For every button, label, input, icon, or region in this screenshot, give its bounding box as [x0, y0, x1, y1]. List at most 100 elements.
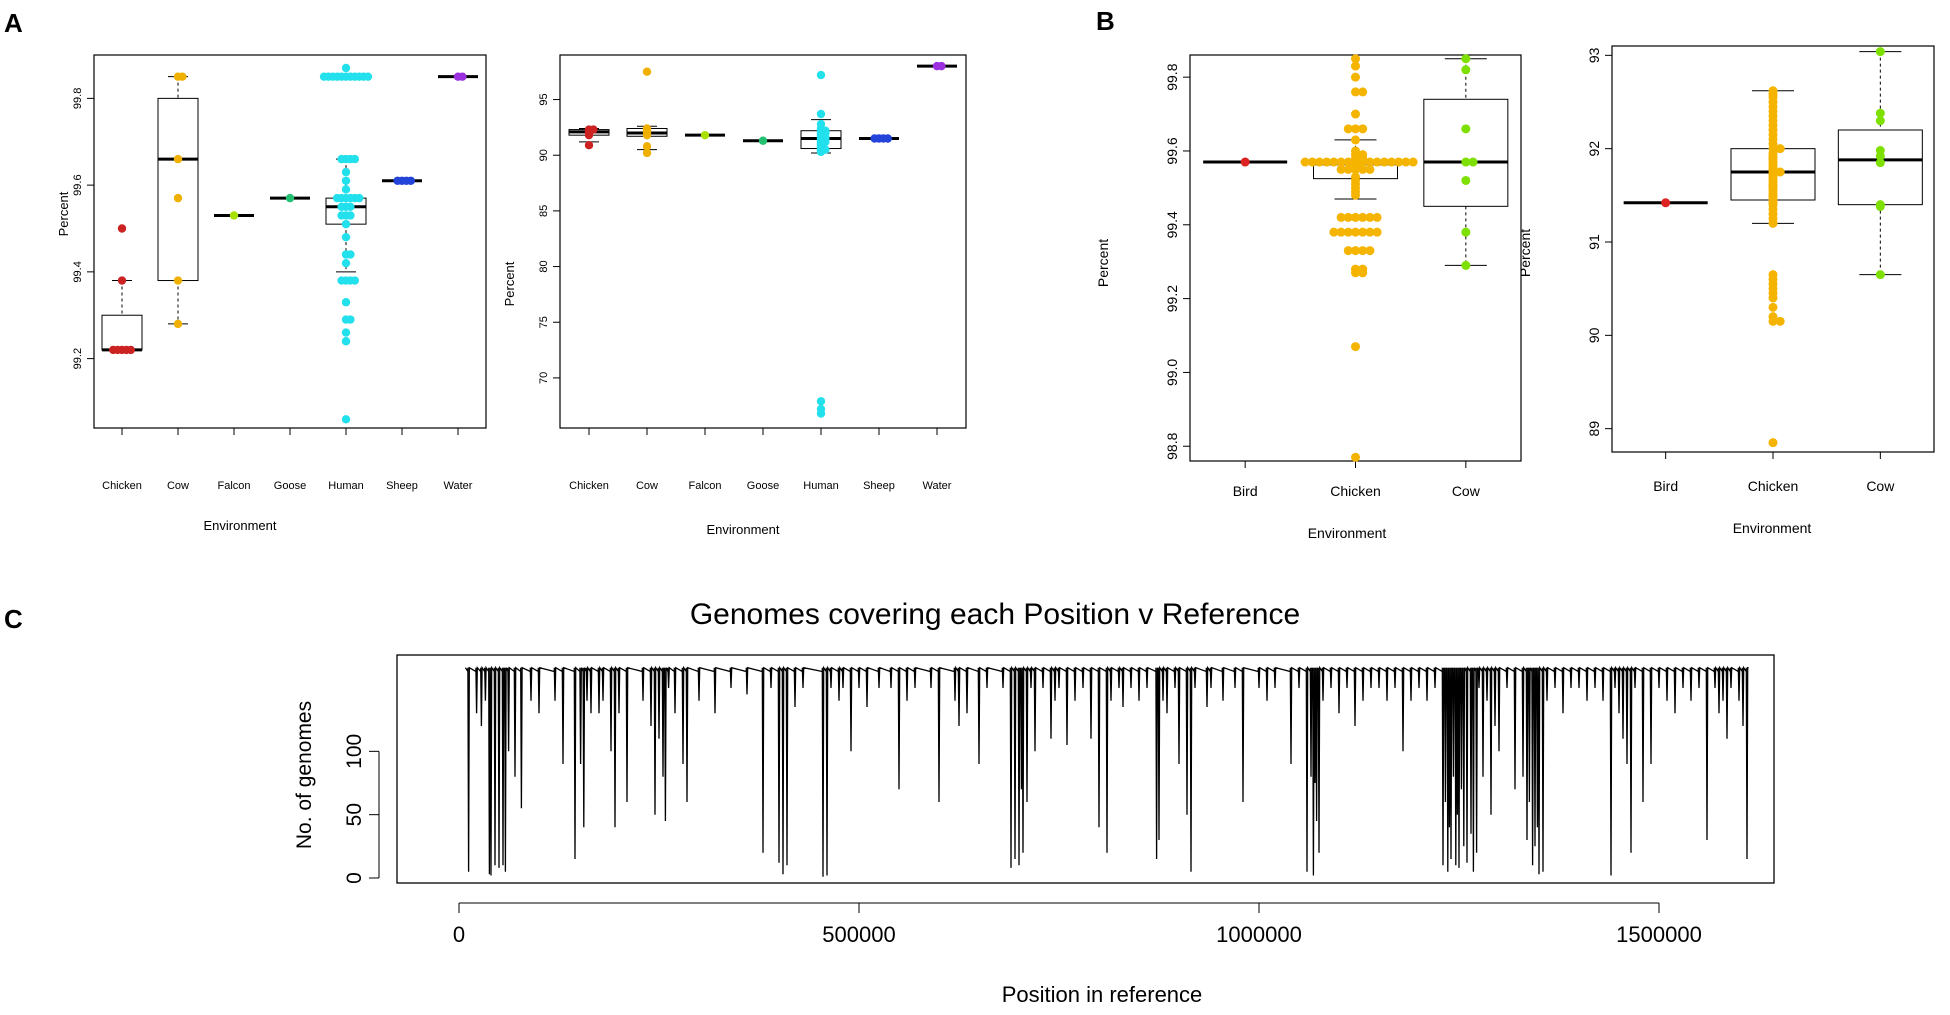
- y-tick-label: 93: [1586, 47, 1602, 63]
- x-axis-label: Position in reference: [1002, 982, 1203, 1007]
- data-point-cow: [1461, 227, 1471, 237]
- data-point-chicken: [1351, 135, 1360, 145]
- x-axis: Chicken Cow Falcon Goose Human Sheep Water: [569, 428, 952, 492]
- data-point-cow: [173, 154, 183, 164]
- plot-frame: [559, 54, 967, 429]
- data-point-chicken: [1387, 157, 1396, 167]
- data-point-chicken: [1343, 157, 1353, 167]
- data-point-human: [816, 109, 826, 119]
- data-point-chicken: [1329, 227, 1339, 237]
- data-point-chicken: [109, 345, 118, 355]
- plot-frame: [396, 654, 1775, 884]
- data-point-bird: [1240, 157, 1250, 167]
- chart-a-percent-complete: 99.2 99.4 99.6 99.8 Percent Chicken Cow Falcon G…: [56, 54, 487, 533]
- data-point-human: [816, 70, 826, 80]
- x-axis-label: Environment: [1308, 525, 1387, 541]
- data-point-human: [319, 72, 329, 81]
- data-point-human: [341, 232, 351, 242]
- data-point-chicken: [1336, 164, 1346, 174]
- data-point-human: [363, 72, 373, 81]
- data-point-chicken: [1768, 316, 1778, 326]
- data-point-chicken: [1351, 87, 1360, 97]
- data-point-chicken: [1315, 157, 1324, 167]
- data-point-chicken: [1351, 190, 1360, 200]
- y-axis-label: Percent: [56, 191, 71, 236]
- data-point-cow: [1461, 260, 1471, 270]
- panel-letters: A B C: [4, 6, 1115, 634]
- x-tick-label: Human: [803, 480, 838, 492]
- panel-letter-c: C: [4, 604, 23, 634]
- x-axis: Chicken Cow Falcon Goose Human Sheep Water: [102, 428, 473, 492]
- data-point-chicken: [1358, 246, 1368, 256]
- data-point-chicken: [1351, 54, 1360, 64]
- data-point-chicken: [1358, 164, 1368, 174]
- chart-title: Genomes covering each Position v Referen…: [690, 598, 1300, 631]
- data-point-chicken: [1343, 212, 1353, 222]
- y-axis: 89 90 91 92 93: [1586, 47, 1612, 436]
- x-tick-label: Chicken: [102, 480, 142, 492]
- data-point-chicken: [117, 224, 127, 233]
- data-point-chicken: [1775, 144, 1785, 154]
- data-point-cow: [1875, 270, 1885, 280]
- data-point-chicken: [1365, 212, 1375, 222]
- data-point-chicken: [1351, 342, 1360, 352]
- data-point-cow: [173, 193, 183, 203]
- data-point-human: [346, 250, 355, 259]
- data-point-goose: [758, 136, 768, 145]
- chart-b-percent-complete: 98.8 99.0 99.2 99.4 99.6 99.8 Percent Bird Chick…: [1095, 54, 1522, 541]
- x-tick-label: Falcon: [688, 480, 721, 492]
- chart-c-coverage: Genomes covering each Position v Referen…: [293, 598, 1775, 1007]
- data-point-chicken: [1329, 157, 1339, 167]
- data-point-falcon: [229, 211, 239, 220]
- data-point-cow: [1461, 54, 1471, 64]
- data-point-cow: [1461, 124, 1471, 134]
- y-axis: 99.2 99.4 99.6 99.8: [72, 88, 94, 369]
- data-point-human: [341, 185, 351, 194]
- y-tick-label: 75: [538, 316, 550, 328]
- data-point-chicken: [126, 345, 135, 355]
- data-point-chicken: [1768, 293, 1778, 303]
- box-chicken: [101, 280, 143, 352]
- data-point-chicken: [1372, 227, 1382, 237]
- data-point-human: [333, 193, 342, 203]
- data-point-chicken: [1768, 302, 1778, 312]
- x-tick-label: 500000: [822, 922, 895, 947]
- data-point-cow: [1461, 157, 1471, 167]
- data-point-chicken: [1365, 157, 1375, 167]
- data-point-human: [346, 211, 355, 220]
- x-tick-label: Bird: [1653, 478, 1678, 494]
- data-point-cow: [1875, 47, 1885, 57]
- data-point-chicken: [1336, 212, 1346, 222]
- data-point-chicken: [1358, 157, 1368, 167]
- data-point-cow: [642, 130, 652, 140]
- data-point-human: [341, 176, 351, 185]
- box-iqr: [101, 314, 143, 351]
- data-point-chicken: [1775, 316, 1785, 326]
- x-tick-label: Sheep: [386, 480, 418, 492]
- data-point-cow: [1461, 175, 1471, 185]
- data-point-chicken: [1351, 164, 1360, 174]
- y-tick-label: 98.8: [1164, 432, 1180, 459]
- x-tick-label: Goose: [274, 480, 306, 492]
- data-point-chicken: [1365, 246, 1375, 256]
- y-tick-label: 99.0: [1164, 359, 1180, 386]
- data-point-human: [816, 147, 826, 157]
- x-axis: Bird Chicken Cow: [1233, 461, 1481, 499]
- box-iqr: [157, 97, 199, 282]
- data-point-chicken: [1351, 124, 1360, 134]
- data-point-human: [337, 202, 346, 212]
- data-point-human: [350, 154, 359, 164]
- data-point-chicken: [1343, 227, 1353, 237]
- data-point-human: [341, 415, 351, 424]
- data-point-cow: [1468, 157, 1478, 167]
- data-point-chicken: [1336, 157, 1346, 167]
- data-point-chicken: [117, 276, 127, 285]
- data-point-cow: [642, 67, 652, 76]
- data-point-chicken: [1358, 87, 1368, 97]
- y-tick-label: 99.6: [72, 174, 84, 195]
- data-point-cow: [1875, 158, 1885, 168]
- chart-a-percent-identity: 70 75 80 85 90 95 Percent Chicken Cow Falcon Goose…: [502, 54, 967, 537]
- y-tick-label: 90: [1586, 327, 1602, 343]
- x-tick-label: Chicken: [1748, 478, 1799, 494]
- data-point-cow: [1875, 108, 1885, 118]
